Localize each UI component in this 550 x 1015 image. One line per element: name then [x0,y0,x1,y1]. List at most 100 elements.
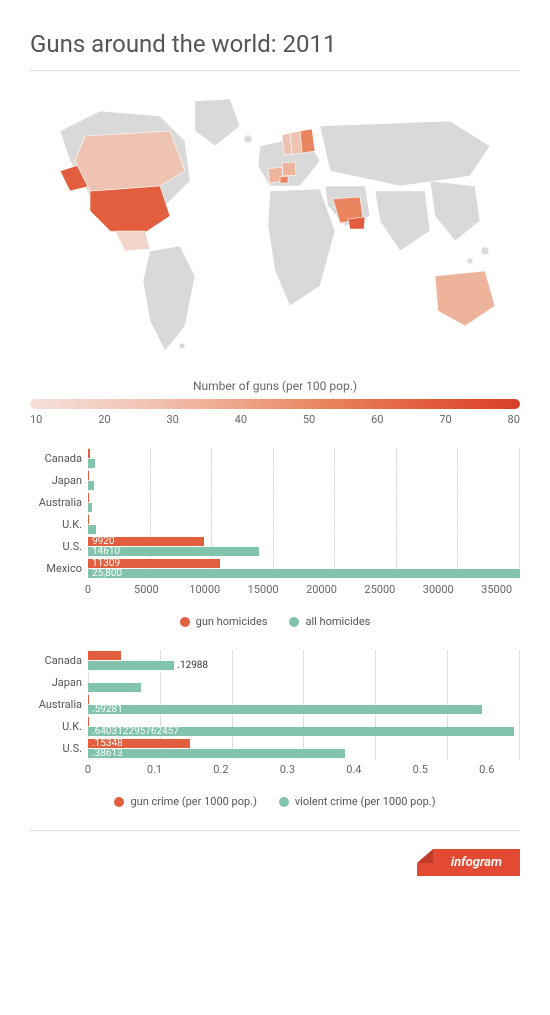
map-region-germany [282,162,296,176]
bar[interactable]: 9920 [88,537,204,546]
bar-value-label: .59281 [92,705,123,714]
row-label: U.K. [30,518,88,531]
row-label: Australia [30,698,88,711]
chart-row: Mexico 1130925,800 [30,558,520,579]
homicides-chart: CanadaJapanAustraliaU.K.U.S.992014610Mex… [30,448,520,601]
world-map[interactable] [30,91,520,371]
crime-rate-legend: gun crime (per 1000 pop.) violent crime (… [30,795,520,808]
x-tick: 0.6 [479,763,494,776]
world-map-svg [30,91,520,371]
bar-value-label: .640312295762457 [92,727,179,736]
bar-value-label: 25,800 [92,569,122,578]
x-tick: 25000 [364,583,395,596]
bar[interactable] [88,481,94,490]
legend-item: all homicides [289,615,370,628]
legend-label: gun crime (per 1000 pop.) [130,795,256,808]
x-tick: 0.2 [213,763,228,776]
x-tick: 0.3 [280,763,295,776]
chart-row: U.S..15348.38613 [30,738,520,759]
map-region-norway [282,133,292,155]
x-tick: 15000 [248,583,279,596]
map-scale-labels: 1020304050607080 [30,413,520,426]
legend-label: gun homicides [196,615,268,628]
bar[interactable] [88,525,96,534]
x-tick: 35000 [481,583,512,596]
scale-tick: 10 [30,413,42,426]
row-label: U.S. [30,540,88,553]
chart-row: Australia .59281 [30,694,520,715]
legend-swatch [289,617,299,627]
legend-item: gun homicides [180,615,268,628]
chart-row: Japan [30,672,520,693]
row-label: Japan [30,676,88,689]
legend-item: violent crime (per 1000 pop.) [279,795,436,808]
bar[interactable]: .12988 [88,661,174,670]
bar-value-label: 9920 [92,537,114,546]
x-tick: 20000 [306,583,337,596]
row-label: Canada [30,452,88,465]
bar[interactable] [88,651,121,660]
map-scale-bar [30,399,520,409]
bar[interactable]: .640312295762457 [88,727,514,736]
chart-row: U.S. 992014610 [30,536,520,557]
chart-row: Canada [30,448,520,469]
map-region-yemen [348,217,365,229]
bar-value-label: .12988 [177,661,208,670]
legend-label: all homicides [305,615,370,628]
scale-tick: 20 [98,413,110,426]
chart-row: U.K. [30,514,520,535]
row-label: U.K. [30,720,88,733]
homicides-legend: gun homicides all homicides [30,615,520,628]
legend-label: violent crime (per 1000 pop.) [295,795,436,808]
x-tick: 0.1 [147,763,162,776]
bar[interactable] [88,695,89,704]
row-label: U.S. [30,742,88,755]
row-label: Japan [30,474,88,487]
infogram-badge[interactable]: infogram [433,849,520,876]
chart-row: Canada.12988 [30,650,520,671]
bar[interactable]: 11309 [88,559,220,568]
x-tick: 0 [85,763,91,776]
bar[interactable]: .38613 [88,749,345,758]
infogram-label: infogram [451,855,502,870]
legend-item: gun crime (per 1000 pop.) [114,795,256,808]
map-region-switzerland [280,176,288,183]
scale-tick: 60 [371,413,383,426]
scale-tick: 70 [439,413,451,426]
map-caption: Number of guns (per 100 pop.) [30,379,520,393]
bar[interactable] [88,459,95,468]
bar[interactable]: 14610 [88,547,259,556]
title-divider [30,70,520,71]
x-tick: 10000 [189,583,220,596]
bar[interactable] [88,683,141,692]
map-region-australia [435,271,495,326]
row-label: Mexico [30,562,88,575]
bar-value-label: 11309 [92,559,120,568]
bar[interactable] [88,449,90,458]
crime-rate-chart: Canada.12988 Japan Australia .59281 U.K. .640… [30,650,520,781]
scale-tick: 30 [166,413,178,426]
map-region-us [90,186,170,236]
x-tick: 0 [85,583,91,596]
footer: infogram [30,830,520,876]
bar[interactable]: 25,800 [88,569,520,578]
chart-row: U.K. .640312295762457 [30,716,520,737]
legend-swatch [180,617,190,627]
scale-tick: 50 [303,413,315,426]
bar-value-label: .38613 [92,749,123,758]
x-tick: 5000 [134,583,159,596]
map-region-mexico [115,231,150,251]
row-label: Australia [30,496,88,509]
bar[interactable]: .59281 [88,705,482,714]
map-region-finland [300,129,315,153]
bar[interactable]: .15348 [88,739,190,748]
bar[interactable] [88,717,89,726]
scale-tick: 40 [235,413,247,426]
legend-swatch [114,797,124,807]
x-tick: 30000 [423,583,454,596]
bar[interactable] [88,503,92,512]
x-tick: 0.5 [413,763,428,776]
chart-row: Japan [30,470,520,491]
legend-swatch [279,797,289,807]
page-title: Guns around the world: 2011 [30,30,520,58]
